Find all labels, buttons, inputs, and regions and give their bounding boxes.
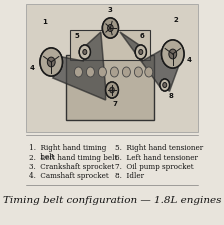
Text: 6: 6 [140,33,145,39]
Text: 8.  Idler: 8. Idler [115,173,144,180]
Circle shape [162,40,184,68]
Circle shape [102,18,118,38]
Circle shape [139,50,143,54]
Text: 4: 4 [30,65,34,71]
Text: 1.  Right hand timing
     belt: 1. Right hand timing belt [29,144,106,161]
Text: Timing belt configuration — 1.8L engines: Timing belt configuration — 1.8L engines [3,196,221,205]
Circle shape [40,48,62,76]
Text: 1: 1 [42,19,47,25]
Text: 5.  Right hand tensioner: 5. Right hand tensioner [115,144,203,152]
Circle shape [106,82,118,98]
Text: 7: 7 [113,101,118,107]
Circle shape [122,67,130,77]
Circle shape [110,87,114,93]
Circle shape [160,79,170,91]
Circle shape [135,45,146,59]
Circle shape [98,67,106,77]
Circle shape [79,45,90,59]
FancyBboxPatch shape [26,4,198,132]
FancyBboxPatch shape [70,30,150,60]
Text: 4.  Camshaft sprocket: 4. Camshaft sprocket [29,173,109,180]
Circle shape [160,79,170,91]
Circle shape [47,57,55,67]
Circle shape [110,87,114,93]
Polygon shape [120,32,182,91]
Circle shape [83,50,87,54]
Circle shape [145,67,153,77]
Circle shape [138,49,143,55]
Circle shape [163,83,167,88]
FancyBboxPatch shape [67,55,154,120]
Circle shape [169,49,177,59]
Circle shape [74,67,82,77]
Text: 2.  Left hand timing belt: 2. Left hand timing belt [29,153,117,162]
Polygon shape [53,32,106,100]
Circle shape [86,67,94,77]
Circle shape [102,18,118,38]
Circle shape [110,67,118,77]
Circle shape [134,67,142,77]
Circle shape [107,24,114,32]
Text: 3.  Crankshaft sprocket: 3. Crankshaft sprocket [29,163,114,171]
Circle shape [40,48,62,76]
Text: 5: 5 [74,33,79,39]
Circle shape [108,25,113,32]
Text: 2: 2 [174,17,178,23]
Circle shape [47,57,55,67]
Circle shape [135,45,146,59]
Text: 3: 3 [108,7,113,13]
Text: 8: 8 [169,93,174,99]
Circle shape [79,45,90,59]
Circle shape [82,49,87,55]
Circle shape [106,82,118,98]
Circle shape [163,83,167,88]
Circle shape [169,49,177,59]
Circle shape [162,40,184,68]
Text: 6.  Left hand tensioner: 6. Left hand tensioner [115,153,198,162]
Text: 4: 4 [186,57,191,63]
Text: 7.  Oil pump sprocket: 7. Oil pump sprocket [115,163,194,171]
